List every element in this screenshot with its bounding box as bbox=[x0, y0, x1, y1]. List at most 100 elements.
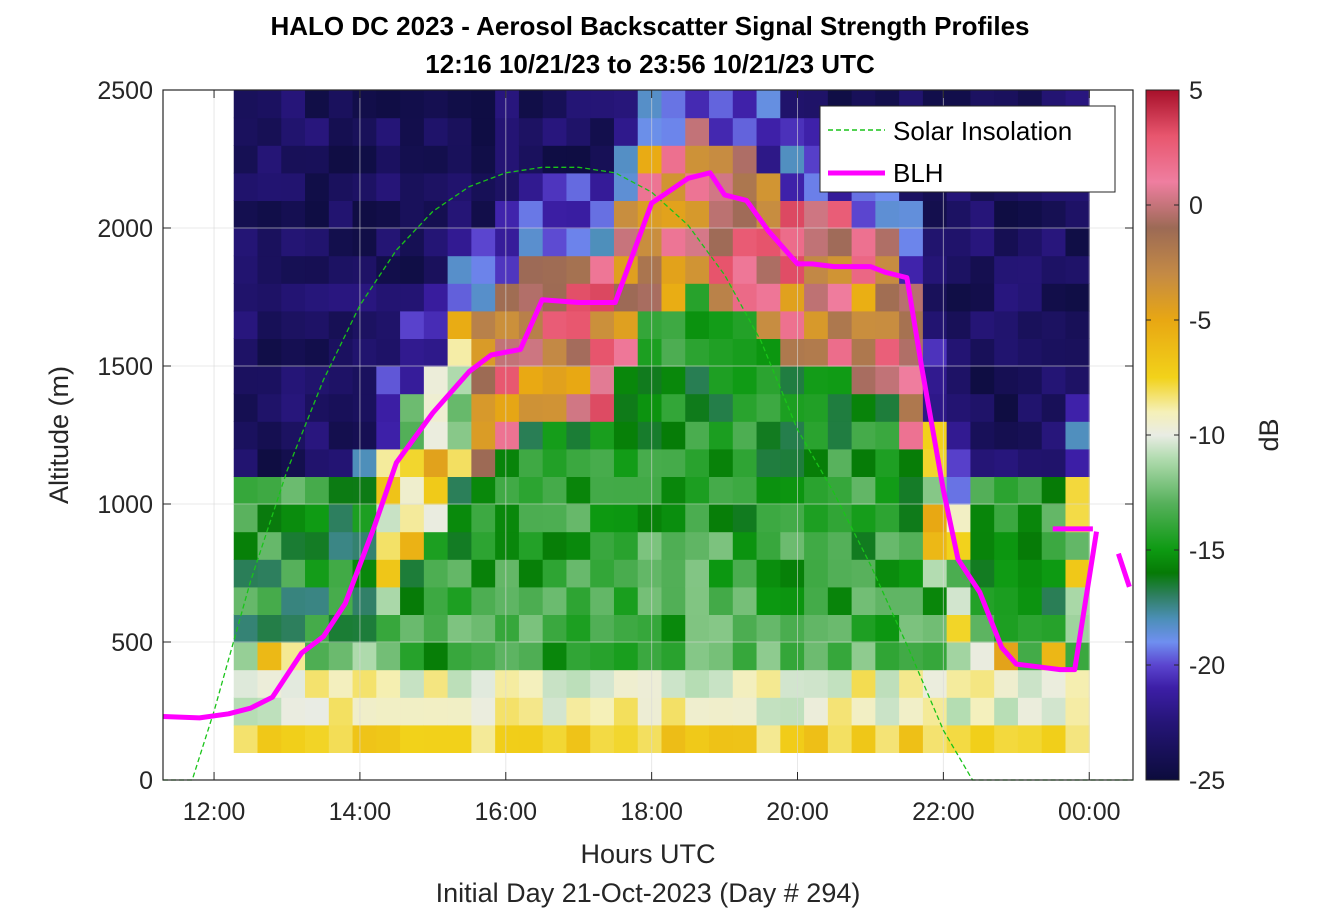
x-tick-label: 00:00 bbox=[1058, 798, 1121, 826]
heatmap-cell bbox=[946, 724, 972, 753]
heatmap-cell bbox=[400, 255, 425, 284]
heatmap-cell bbox=[970, 697, 995, 726]
heatmap-cell bbox=[827, 283, 853, 312]
heatmap-cell bbox=[590, 669, 615, 698]
heatmap-cell bbox=[376, 228, 401, 257]
heatmap-cell bbox=[946, 476, 972, 505]
heatmap-cell bbox=[851, 697, 876, 726]
heatmap-cell bbox=[376, 697, 401, 726]
heatmap-cell bbox=[590, 366, 615, 395]
heatmap-cell bbox=[233, 310, 259, 339]
heatmap-cell bbox=[827, 642, 853, 671]
heatmap-cell bbox=[590, 200, 615, 229]
heatmap-cell bbox=[352, 90, 377, 119]
heatmap-cell bbox=[946, 200, 972, 229]
heatmap-cell bbox=[566, 642, 591, 671]
heatmap-cell bbox=[1017, 393, 1043, 422]
heatmap-cell bbox=[447, 228, 472, 257]
heatmap-cell bbox=[518, 504, 544, 533]
heatmap-cell bbox=[946, 283, 972, 312]
heatmap-cell bbox=[495, 366, 520, 395]
heatmap-cell bbox=[257, 642, 282, 671]
heatmap-cell bbox=[613, 421, 639, 450]
heatmap-cell bbox=[233, 200, 259, 229]
heatmap-cell bbox=[471, 172, 496, 201]
heatmap-cell bbox=[400, 614, 425, 643]
heatmap-cell bbox=[994, 697, 1019, 726]
heatmap-cell bbox=[566, 90, 591, 119]
heatmap-cell bbox=[257, 200, 282, 229]
heatmap-cell bbox=[305, 448, 330, 477]
heatmap-cell bbox=[518, 255, 544, 284]
heatmap-cell bbox=[305, 228, 330, 257]
heatmap-cell bbox=[233, 255, 259, 284]
heatmap-cell bbox=[613, 476, 639, 505]
heatmap-cell bbox=[732, 117, 758, 146]
heatmap-cell bbox=[613, 504, 639, 533]
heatmap-cell bbox=[257, 228, 282, 257]
heatmap-cell bbox=[518, 531, 544, 560]
heatmap-cell bbox=[804, 283, 829, 312]
heatmap-cell bbox=[827, 697, 853, 726]
heatmap-cell bbox=[875, 310, 900, 339]
heatmap-cell bbox=[637, 697, 663, 726]
heatmap-cell bbox=[328, 559, 354, 588]
heatmap-cell bbox=[613, 531, 639, 560]
chart-subtitle: 12:16 10/21/23 to 23:56 10/21/23 UTC bbox=[425, 49, 875, 79]
heatmap-cell bbox=[732, 697, 758, 726]
heatmap-cell bbox=[566, 448, 591, 477]
heatmap-cell bbox=[661, 393, 686, 422]
heatmap-cell bbox=[1065, 421, 1090, 450]
heatmap-cell bbox=[685, 117, 710, 146]
heatmap-cell bbox=[685, 228, 710, 257]
heatmap-cell bbox=[352, 228, 377, 257]
heatmap-cell bbox=[1017, 421, 1043, 450]
heatmap-cell bbox=[827, 614, 853, 643]
heatmap-cell bbox=[447, 448, 472, 477]
heatmap-cell bbox=[495, 559, 520, 588]
heatmap-cell bbox=[447, 697, 472, 726]
heatmap-cell bbox=[447, 559, 472, 588]
heatmap-cell bbox=[352, 117, 377, 146]
heatmap-cell bbox=[423, 90, 449, 119]
heatmap-cell bbox=[1041, 255, 1067, 284]
heatmap-cell bbox=[542, 724, 568, 753]
heatmap-cell bbox=[257, 393, 282, 422]
heatmap-cell bbox=[709, 283, 734, 312]
heatmap-cell bbox=[233, 669, 259, 698]
heatmap-cell bbox=[257, 669, 282, 698]
heatmap-cell bbox=[281, 504, 306, 533]
heatmap-cell bbox=[804, 559, 829, 588]
heatmap-cell bbox=[946, 586, 972, 615]
colorbar-tick-label: -5 bbox=[1189, 307, 1211, 335]
legend: Solar Insolation BLH bbox=[819, 105, 1116, 193]
heatmap-cell bbox=[1041, 366, 1067, 395]
heatmap-cell bbox=[352, 366, 377, 395]
heatmap-cell bbox=[661, 117, 686, 146]
heatmap-cell bbox=[566, 476, 591, 505]
heatmap-cell bbox=[281, 697, 306, 726]
heatmap-cell bbox=[685, 421, 710, 450]
heatmap-cell bbox=[352, 145, 377, 174]
heatmap-cell bbox=[804, 642, 829, 671]
heatmap-cell bbox=[257, 559, 282, 588]
heatmap-cell bbox=[685, 724, 710, 753]
heatmap-cell bbox=[376, 117, 401, 146]
heatmap-cell bbox=[613, 393, 639, 422]
heatmap-cell bbox=[709, 338, 734, 367]
heatmap-cell bbox=[946, 338, 972, 367]
heatmap-cell bbox=[685, 614, 710, 643]
heatmap-cell bbox=[637, 504, 663, 533]
heatmap-cell bbox=[233, 145, 259, 174]
heatmap-cell bbox=[566, 393, 591, 422]
heatmap-cell bbox=[970, 448, 995, 477]
heatmap-cell bbox=[1017, 476, 1043, 505]
heatmap-cell bbox=[257, 614, 282, 643]
heatmap-cell bbox=[1041, 586, 1067, 615]
heatmap-cell bbox=[685, 366, 710, 395]
heatmap-cell bbox=[257, 366, 282, 395]
heatmap-cell bbox=[447, 90, 472, 119]
heatmap-cell bbox=[804, 504, 829, 533]
heatmap-cell bbox=[281, 228, 306, 257]
heatmap-cell bbox=[709, 421, 734, 450]
